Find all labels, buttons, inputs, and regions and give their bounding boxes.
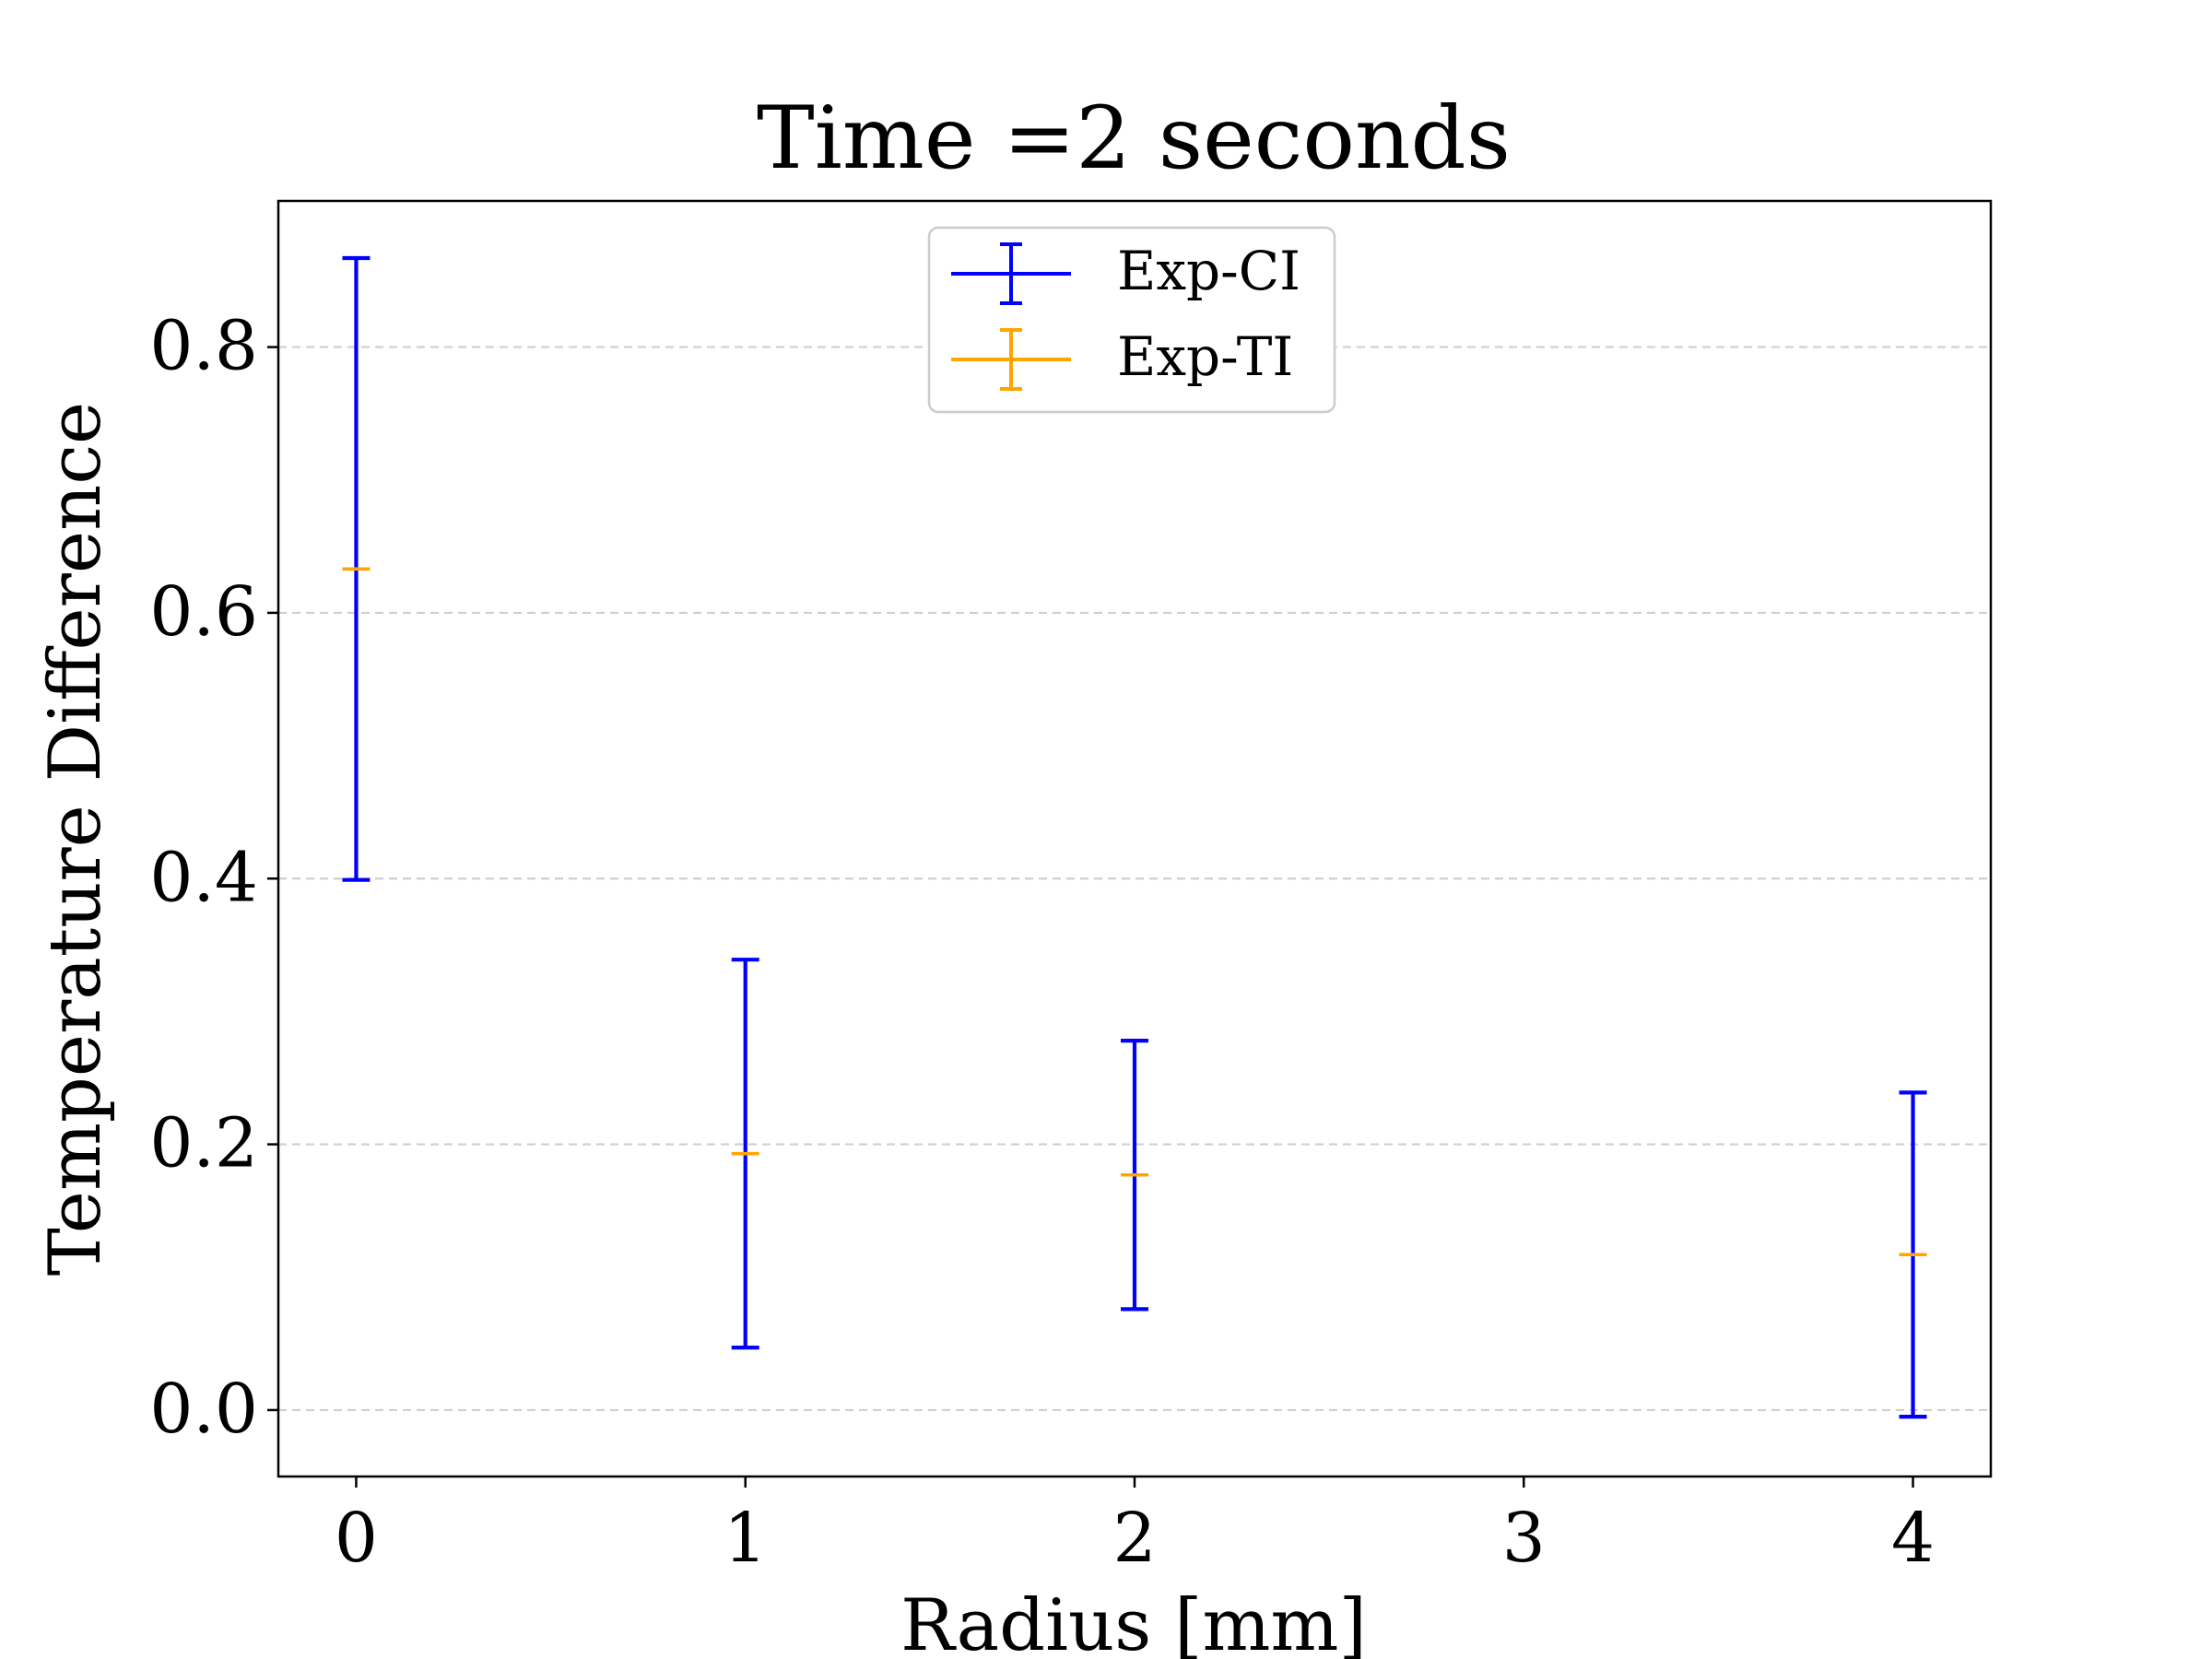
axis-ticks: 0.0 0.2 0.4 0.6 0.8 0 1 2 3 4 [149, 307, 1935, 1578]
grid-lines [278, 346, 1991, 1412]
x-tick-label: 0 [335, 1499, 378, 1578]
y-tick-label: 0.0 [149, 1370, 258, 1449]
y-axis-label: Temperature Difference [34, 402, 117, 1276]
y-tick-label: 0.4 [149, 838, 258, 917]
legend-label-exp-ti: Exp-TI [1117, 325, 1293, 388]
data-layer [342, 255, 1927, 1419]
x-tick-label: 4 [1891, 1499, 1935, 1578]
x-tick-label: 1 [724, 1499, 767, 1578]
y-tick-label: 0.2 [149, 1104, 258, 1183]
series-exp-ti [342, 567, 1927, 1257]
y-tick-label: 0.8 [149, 307, 258, 386]
legend: Exp-CI Exp-TI [927, 226, 1336, 414]
legend-entry-exp-ti: Exp-TI [951, 325, 1293, 391]
chart-title: Time =2 seconds [757, 88, 1511, 189]
legend-entry-exp-ci: Exp-CI [951, 240, 1300, 305]
x-tick-label: 3 [1502, 1499, 1546, 1578]
legend-label-exp-ci: Exp-CI [1117, 240, 1300, 302]
y-tick-label: 0.6 [149, 572, 258, 652]
x-tick-label: 2 [1112, 1499, 1156, 1578]
x-axis-label: Radius [mm] [900, 1584, 1367, 1659]
